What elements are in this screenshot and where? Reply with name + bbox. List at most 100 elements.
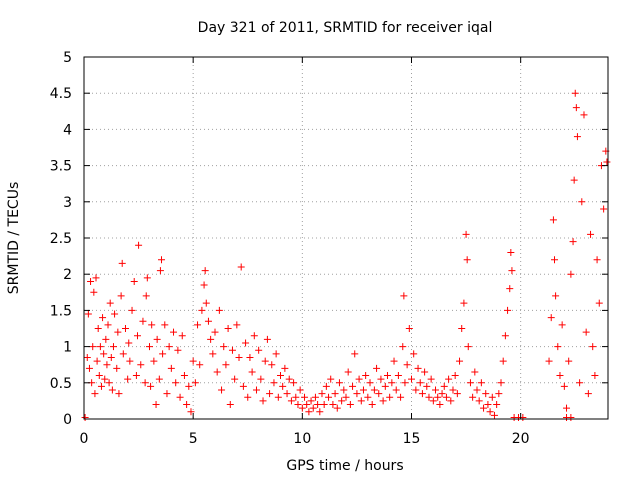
data-point [383, 372, 391, 380]
data-point [259, 397, 267, 405]
y-tick-label: 1 [63, 340, 72, 356]
data-point [589, 343, 597, 351]
data-point [493, 401, 501, 409]
data-point [572, 104, 580, 112]
data-point [309, 404, 317, 412]
data-point [473, 386, 481, 394]
data-point [508, 267, 516, 275]
data-point [449, 386, 457, 394]
data-point [222, 361, 230, 369]
data-point [353, 390, 361, 398]
data-point [480, 404, 488, 412]
data-point [155, 375, 163, 383]
data-point [423, 382, 431, 390]
y-tick-label: 0 [63, 412, 72, 428]
data-point [92, 274, 100, 282]
data-point [142, 292, 150, 300]
data-point [119, 350, 127, 358]
data-point [456, 357, 464, 365]
data-point [427, 375, 435, 383]
data-point [504, 306, 512, 314]
data-point [570, 176, 578, 184]
data-point [501, 332, 509, 340]
data-point [301, 393, 309, 401]
data-point [390, 357, 398, 365]
data-point [392, 386, 400, 394]
data-point [408, 375, 415, 383]
data-point [285, 375, 293, 383]
data-point [153, 335, 161, 343]
data-point [318, 390, 326, 398]
data-point [150, 357, 158, 365]
data-point [438, 390, 446, 398]
axis-ticks [83, 56, 608, 420]
data-point [87, 277, 95, 285]
data-point [228, 346, 236, 354]
data-point [567, 270, 575, 278]
data-point [207, 335, 215, 343]
y-tick-label: 2 [63, 267, 72, 283]
data-point [436, 401, 444, 409]
data-point [307, 397, 315, 405]
data-point [381, 382, 389, 390]
data-point [296, 386, 304, 394]
data-point [558, 321, 566, 329]
data-point [114, 328, 122, 336]
data-point [368, 401, 376, 409]
data-point [421, 368, 429, 376]
data-point [215, 306, 223, 314]
data-point [573, 133, 581, 141]
data-point [338, 397, 346, 405]
y-tick-label: 4 [63, 122, 72, 138]
data-point [469, 393, 477, 401]
data-point [111, 310, 119, 318]
data-point [412, 386, 420, 394]
data-point [414, 364, 422, 372]
data-point [362, 372, 370, 380]
data-point [95, 372, 103, 380]
data-point [104, 321, 112, 329]
data-point [165, 343, 173, 351]
data-point [556, 372, 564, 380]
data-point [126, 357, 134, 365]
data-point [100, 350, 108, 358]
gridlines [84, 57, 608, 419]
data-point [115, 390, 123, 398]
data-point [569, 238, 577, 246]
data-point [506, 285, 514, 293]
data-point [425, 393, 433, 401]
data-point [351, 350, 359, 358]
data-point [394, 372, 402, 380]
data-point [333, 404, 341, 412]
data-point [277, 372, 284, 380]
data-point [137, 361, 145, 369]
data-point [204, 317, 212, 325]
data-point [460, 299, 468, 307]
x-tick-label: 0 [80, 431, 89, 447]
data-point [375, 390, 383, 398]
data-point [567, 414, 575, 422]
data-point [416, 379, 424, 387]
data-point [272, 350, 280, 358]
data-point [124, 375, 132, 383]
plot-frame [83, 56, 609, 420]
y-tick-labels: 0 0.5 1 1.5 2 2.5 3 3.5 4 4.5 5 [50, 50, 72, 428]
data-point [274, 393, 282, 401]
data-point [231, 375, 239, 383]
x-tick-labels: 0 5 10 15 20 [80, 431, 530, 447]
data-point [388, 379, 396, 387]
data-point [156, 267, 164, 275]
data-point [545, 357, 553, 365]
data-point [161, 321, 169, 329]
data-point [294, 401, 302, 409]
data-point [346, 401, 354, 409]
data-point [377, 375, 385, 383]
data-point [580, 111, 588, 119]
data-point [266, 390, 274, 398]
data-point [118, 259, 126, 267]
data-point [287, 397, 295, 405]
data-point [325, 393, 333, 401]
x-axis-label: GPS time / hours [286, 458, 403, 474]
data-point [185, 382, 193, 390]
data-point [329, 401, 337, 409]
